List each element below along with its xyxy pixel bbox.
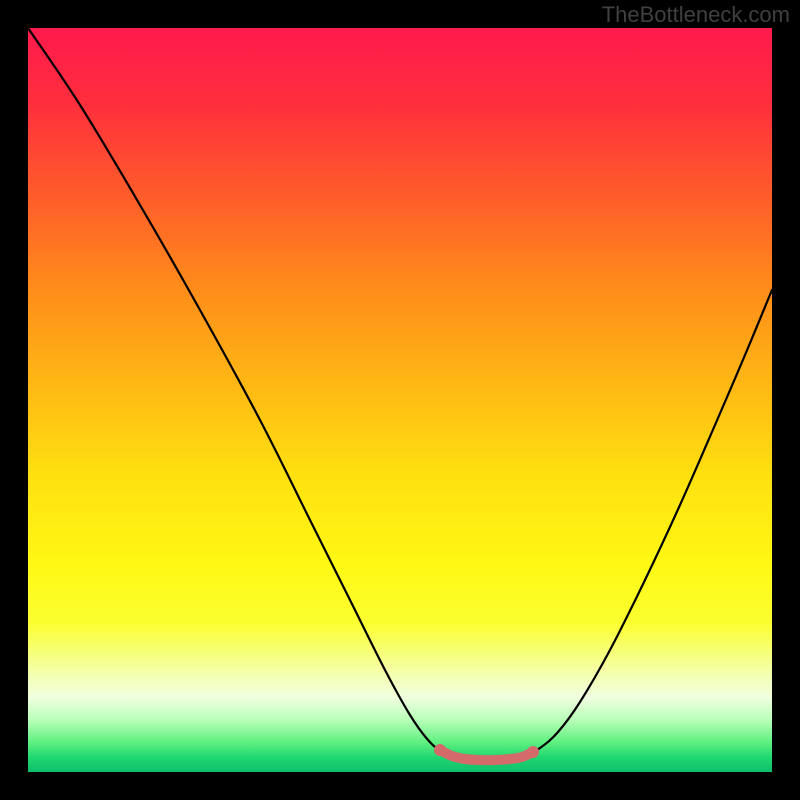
gradient-background	[28, 28, 772, 772]
band-endcap-left	[434, 744, 446, 756]
band-endcap-right	[527, 746, 539, 758]
chart-container: TheBottleneck.com	[0, 0, 800, 800]
watermark-label: TheBottleneck.com	[602, 2, 790, 28]
bottleneck-chart-svg	[0, 0, 800, 800]
